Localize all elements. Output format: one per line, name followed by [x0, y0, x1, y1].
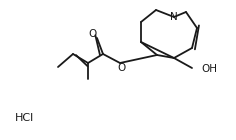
Text: OH: OH [201, 64, 217, 74]
Text: HCl: HCl [15, 113, 34, 123]
Text: O: O [88, 29, 96, 39]
Text: O: O [117, 63, 125, 73]
Text: N: N [170, 12, 178, 22]
